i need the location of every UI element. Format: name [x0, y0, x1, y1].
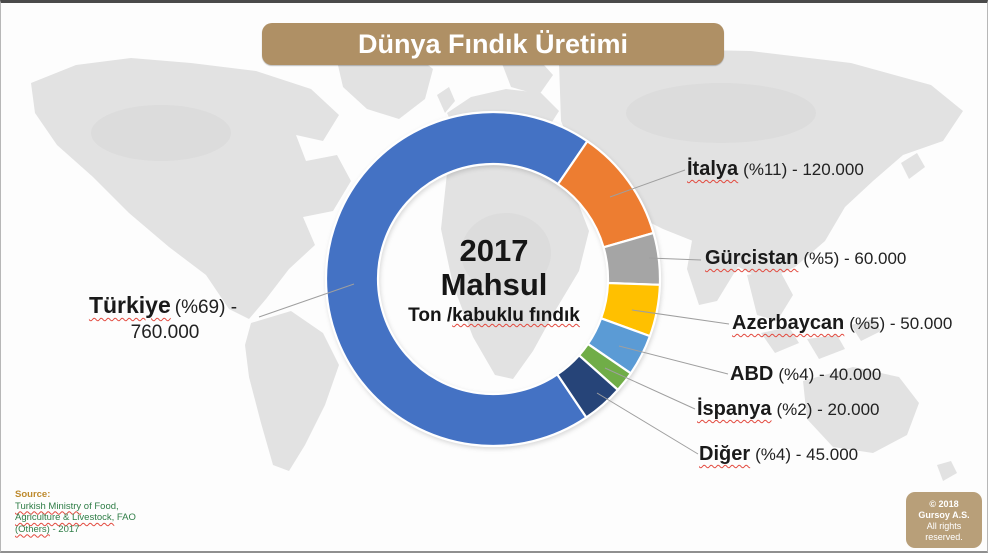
- callout-value: (%5) - 60.000: [803, 249, 907, 268]
- callout-value: (%4) - 40.000: [778, 365, 882, 384]
- country-label: Azerbaycan: [732, 312, 845, 334]
- callout-value: (%69) -: [174, 297, 238, 318]
- donut-center-label: 2017 Mahsul Ton /kabuklu fındık: [392, 234, 596, 329]
- leader-line-azerbaycan: [631, 309, 730, 325]
- leader-line-italya: [609, 169, 686, 198]
- copyright-rights2: reserved.: [925, 532, 963, 542]
- center-unit: Ton /kabuklu fındık: [408, 305, 580, 326]
- page-title: Dünya Fındık Üretimi: [357, 28, 629, 59]
- source-line: Agriculture & Livestock, FAO: [15, 512, 136, 523]
- country-label: Türkiye: [88, 292, 171, 318]
- copyright-company: Gursoy A.S.: [918, 510, 970, 520]
- callout-value: (%4) - 45.000: [755, 445, 859, 464]
- center-crop-word: Mahsul: [440, 267, 548, 302]
- callout-abd: ABD (%4) - 40.000: [730, 363, 881, 386]
- callout-azerbaycan: Azerbaycan (%5) - 50.000: [732, 312, 952, 335]
- donut-slice-türkiye: [324, 110, 589, 448]
- copyright-badge: © 2018 Gursoy A.S. All rights reserved.: [906, 492, 982, 548]
- source-note: Source: Turkish Ministry of Food, Agricu…: [15, 489, 136, 535]
- copyright-year: © 2018: [929, 499, 959, 509]
- center-year: 2017: [459, 233, 529, 268]
- leader-line-gurcistan: [648, 257, 702, 261]
- callout-line1: Türkiye (%69) -: [59, 292, 267, 319]
- title-banner: Dünya Fındık Üretimi: [262, 23, 724, 65]
- source-heading: Source:: [15, 489, 51, 500]
- callout-value: (%5) - 50.000: [849, 314, 953, 333]
- callout-turkiye: Türkiye (%69) - 760.000: [59, 292, 267, 347]
- country-label: ABD: [730, 363, 774, 385]
- leader-line-ispanya: [604, 367, 696, 410]
- country-label: Gürcistan: [705, 247, 799, 269]
- callout-value-line2: 760.000: [130, 322, 200, 343]
- leader-line-diger: [596, 392, 699, 455]
- callout-italya: İtalya (%11) - 120.000: [687, 158, 864, 181]
- leader-lines: [258, 169, 730, 455]
- country-label: İspanya: [697, 398, 772, 420]
- donut-slices: [324, 110, 662, 448]
- continents: [31, 49, 963, 481]
- callout-diger: Diğer (%4) - 45.000: [699, 443, 858, 466]
- callout-value: (%2) - 20.000: [776, 400, 880, 419]
- source-line: Turkish Ministry of Food,: [15, 500, 119, 512]
- country-label: Diğer: [699, 443, 751, 465]
- country-label: İtalya: [687, 158, 739, 180]
- world-map-background: [31, 49, 963, 481]
- callout-ispanya: İspanya (%2) - 20.000: [697, 398, 879, 421]
- copyright-rights1: All rights: [926, 521, 962, 531]
- leader-line-turkiye: [258, 283, 355, 318]
- callout-value: (%11) - 120.000: [743, 160, 864, 179]
- callout-gurcistan: Gürcistan (%5) - 60.000: [705, 247, 906, 270]
- leader-line-abd: [618, 345, 729, 375]
- donut-chart: [258, 110, 730, 455]
- source-line: (Others) - 2017: [15, 523, 80, 535]
